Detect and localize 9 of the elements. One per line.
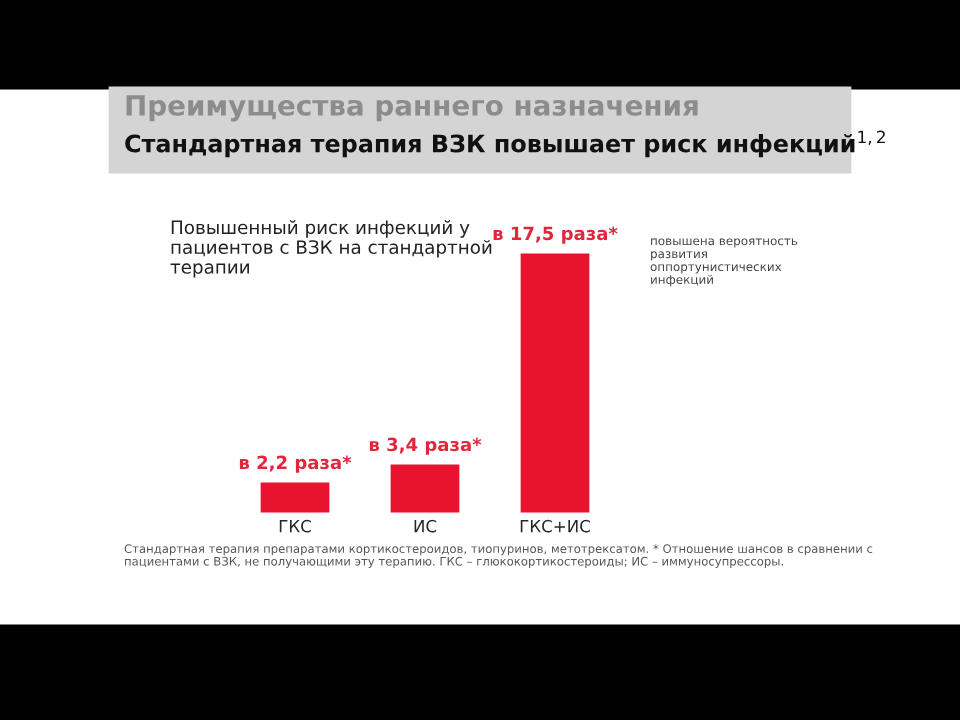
data-label: в 2,2 раза*	[239, 455, 352, 473]
chart-subtitle: Преимущества раннего назначения	[126, 95, 698, 122]
chart-title: Стандартная терапия ВЗК повышает риск инфекций$^{1,2}$	[125, 130, 885, 158]
annotation: Повышенный риск инфекций у пациентов с ВЗК на стандартной терапии	[170, 220, 492, 278]
x-tick-label: ГКС	[279, 519, 311, 533]
data-label: в 17,5 раза*	[493, 226, 618, 244]
x-tick-label: ИС	[414, 519, 437, 533]
data-label: в 3,4 раза*	[369, 437, 482, 455]
x-tick-label: ГКС+ИС	[520, 519, 590, 533]
